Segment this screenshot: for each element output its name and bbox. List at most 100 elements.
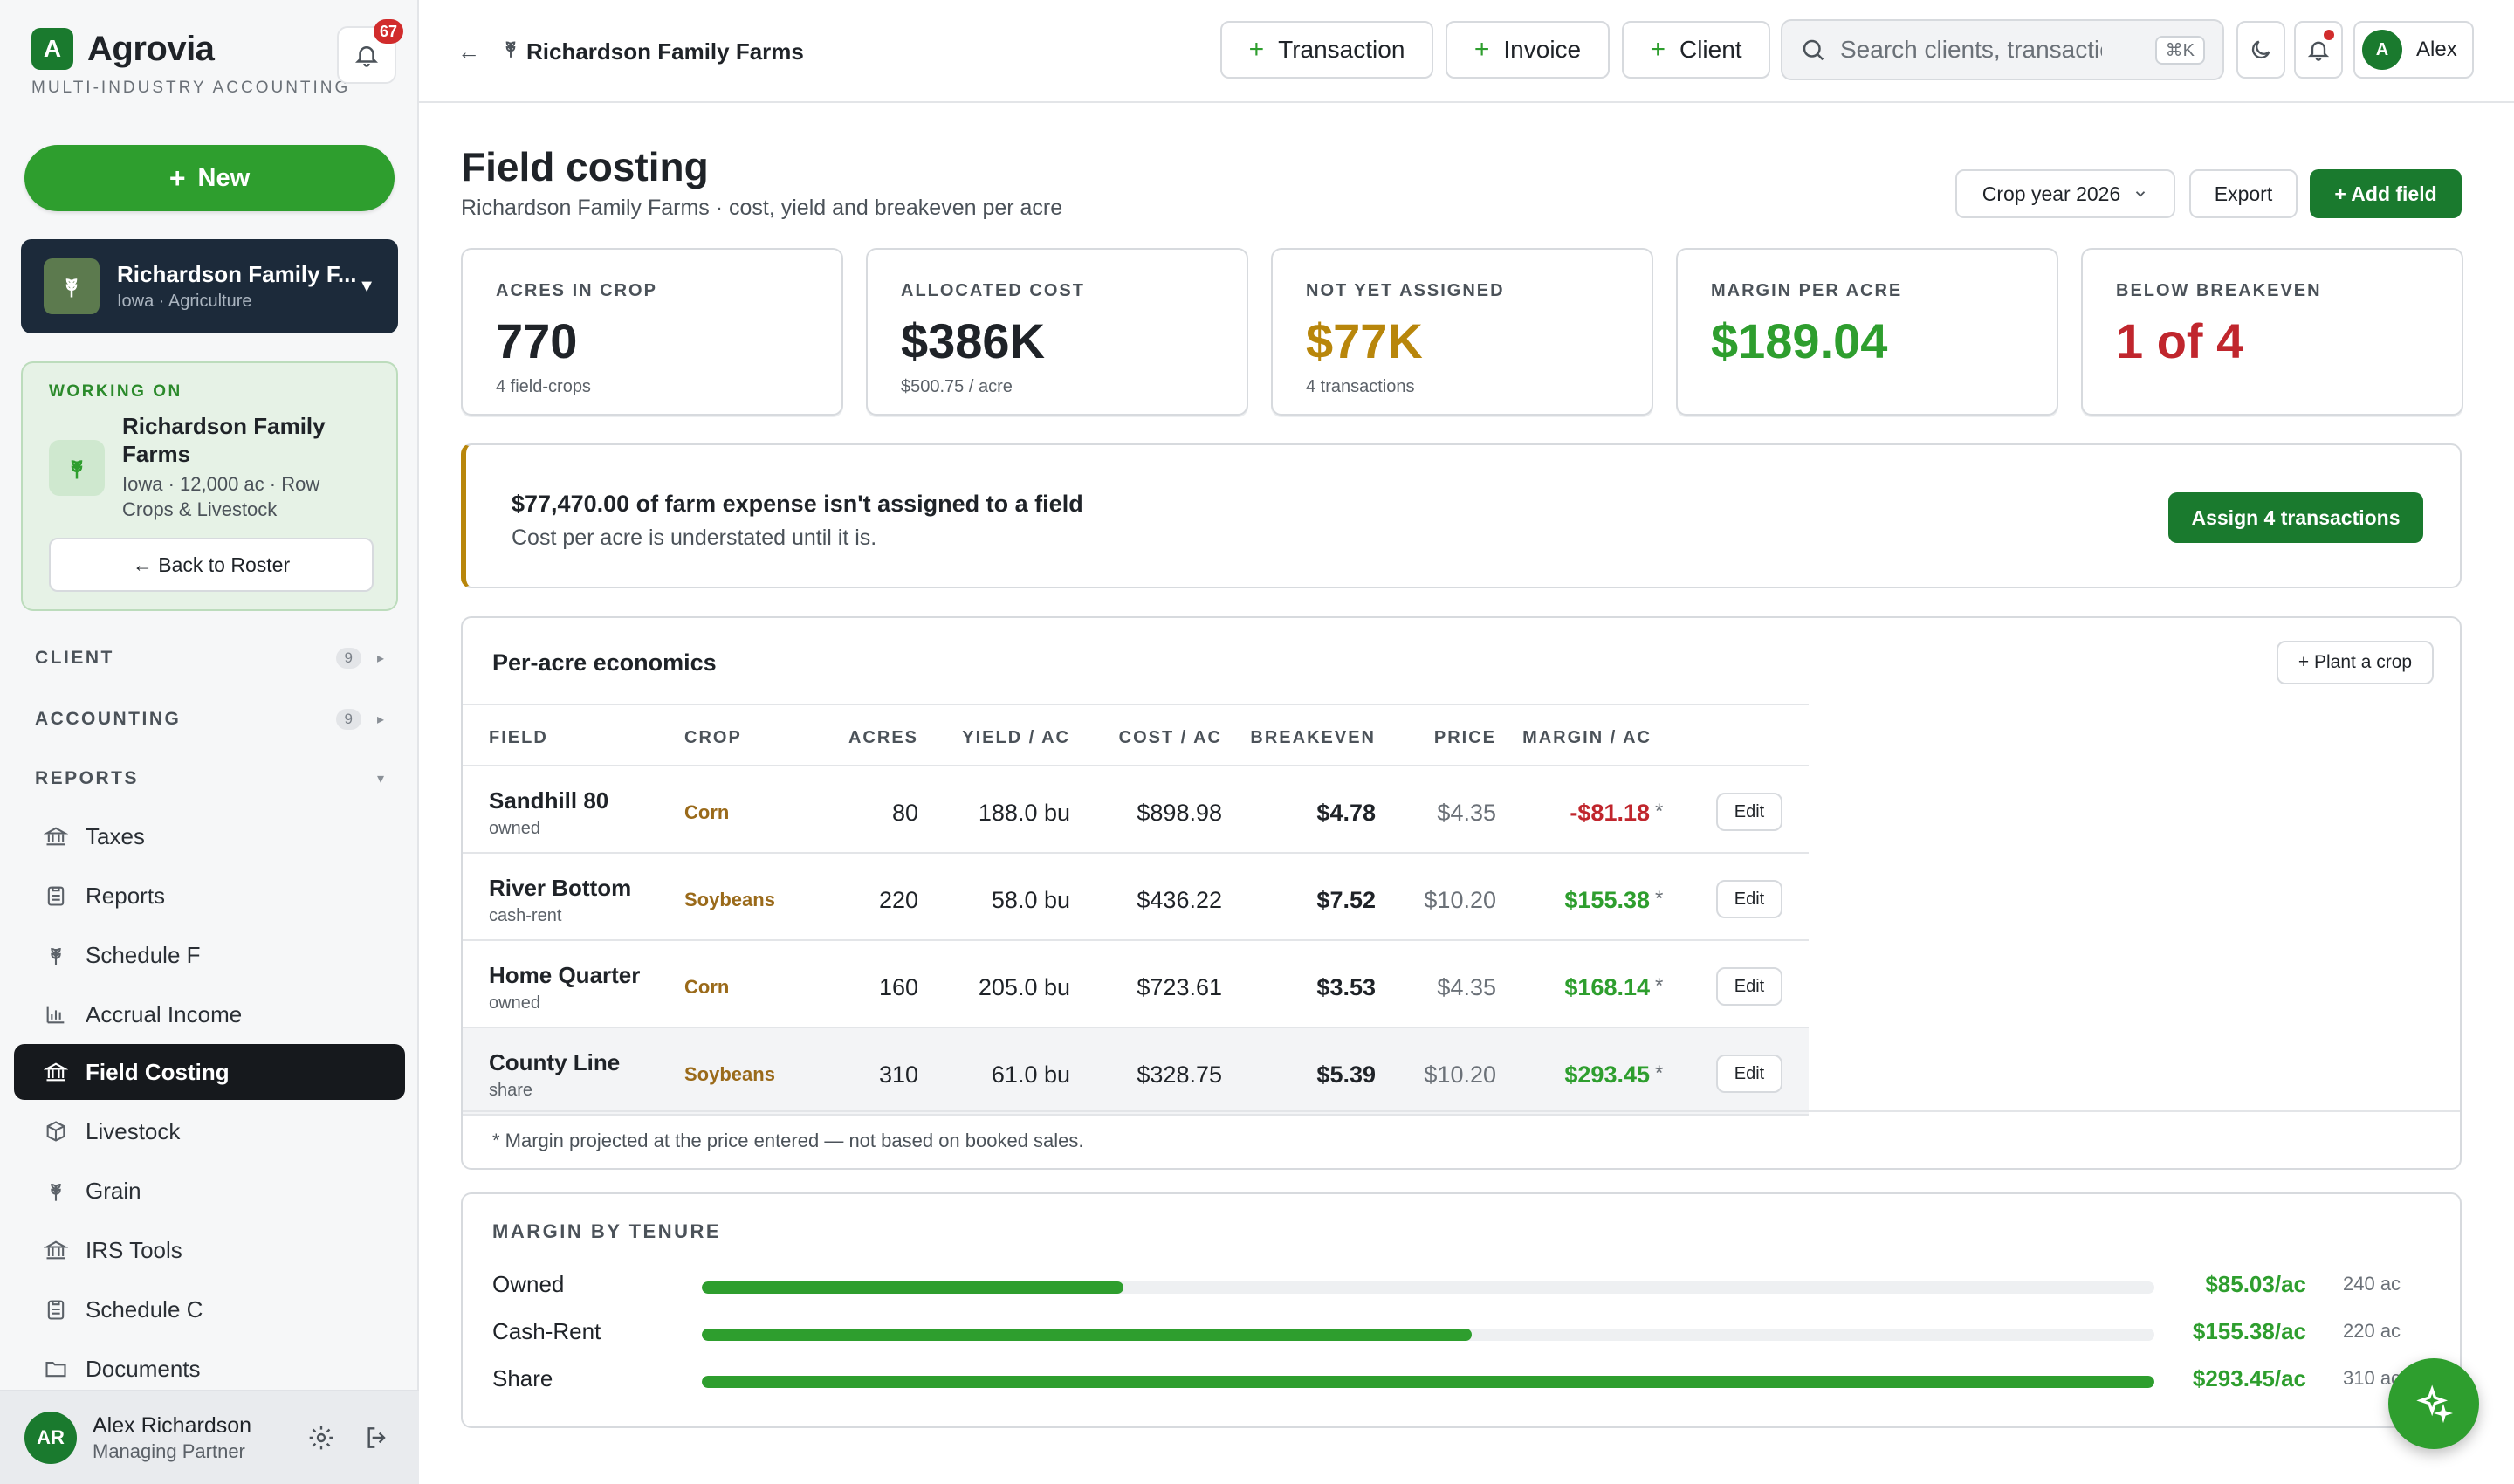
stat-label: BELOW BREAKEVEN (2116, 281, 2322, 300)
plant-crop-button[interactable]: + Plant a crop (2277, 641, 2434, 684)
unassigned-expense-alert: $77,470.00 of farm expense isn't assigne… (461, 443, 2462, 588)
breadcrumb[interactable]: Richardson Family Farms (526, 38, 804, 65)
alert-subtitle: Cost per acre is understated until it is… (512, 526, 877, 550)
avatar: A (2362, 30, 2402, 70)
avatar[interactable]: AR (24, 1412, 77, 1464)
projected-marker: * (1655, 800, 1664, 823)
margin-value: $155.38 (1564, 887, 1650, 913)
user-menu-button[interactable]: A Alex (2353, 21, 2474, 79)
edit-button[interactable]: Edit (1716, 967, 1782, 1006)
margin-by-tenure-panel: MARGIN BY TENURE Owned $85.03/ac 240 ac … (461, 1192, 2462, 1428)
sidebar-item-reports[interactable]: Reports (14, 868, 405, 924)
add-field-button[interactable]: + Add field (2310, 169, 2462, 218)
table-row[interactable]: Home Quarter owned Corn 160 205.0 bu $72… (463, 941, 1809, 1028)
tenure-acres: 310 ac (2343, 1367, 2401, 1389)
column-header-margin[interactable]: MARGIN / AC (1522, 728, 1652, 747)
cost-value: $328.75 (1137, 1061, 1222, 1088)
notification-count-badge: 67 (374, 19, 403, 44)
sidebar-item-livestock[interactable]: Livestock (14, 1103, 405, 1159)
client-switcher[interactable]: Richardson Family F... Iowa · Agricultur… (21, 239, 398, 333)
new-button[interactable]: + New (24, 145, 395, 211)
sidebar-item-documents[interactable]: Documents (14, 1341, 405, 1397)
column-header-cost[interactable]: COST / AC (1118, 728, 1222, 747)
sidebar-item-taxes[interactable]: Taxes (14, 808, 405, 864)
table-row[interactable]: Sandhill 80 owned Corn 80 188.0 bu $898.… (463, 766, 1809, 854)
export-button[interactable]: Export (2189, 169, 2298, 218)
brand-name: Agrovia (87, 29, 215, 68)
back-to-roster-button[interactable]: ← Back to Roster (49, 538, 374, 592)
bank-icon (42, 822, 70, 850)
tenure-bar-fill (702, 1329, 1472, 1341)
field-name: Sandhill 80 (489, 787, 609, 814)
bank-icon (42, 1058, 70, 1086)
logout-button[interactable] (360, 1420, 395, 1455)
search-shortcut-badge: ⌘K (2154, 35, 2205, 65)
stat-sub: 4 field-crops (496, 377, 591, 396)
add-invoice-button[interactable]: + Invoice (1446, 21, 1610, 79)
assign-transactions-button[interactable]: Assign 4 transactions (2168, 492, 2423, 543)
search-input[interactable] (1840, 36, 2102, 64)
stat-value: 1 of 4 (2116, 313, 2244, 368)
acres-value: 80 (891, 800, 918, 826)
wheat-icon (49, 440, 105, 496)
section-accounting[interactable]: ACCOUNTING 9 ▸ (35, 709, 384, 730)
sidebar-item-label: Accrual Income (86, 1000, 243, 1027)
column-header-price[interactable]: PRICE (1433, 728, 1496, 747)
client-switcher-name: Richardson Family F... (117, 261, 357, 287)
settings-button[interactable] (304, 1420, 339, 1455)
sidebar-item-irs-tools[interactable]: IRS Tools (14, 1222, 405, 1278)
section-reports[interactable]: REPORTS ▾ (35, 768, 384, 789)
crop-year-select[interactable]: Crop year 2026 (1955, 169, 2175, 218)
clipboard-icon (42, 882, 70, 910)
column-header-crop[interactable]: CROP (684, 728, 742, 747)
sidebar-item-schedule-c[interactable]: Schedule C (14, 1281, 405, 1337)
yield-value: 58.0 bu (991, 887, 1070, 913)
sidebar-item-accrual-income[interactable]: Accrual Income (14, 986, 405, 1042)
crop-name: Soybeans (684, 889, 775, 910)
crop-year-value: Crop year 2026 (1982, 182, 2121, 205)
column-header-yield[interactable]: YIELD / AC (962, 728, 1070, 747)
tenure-bar-track (702, 1281, 2154, 1294)
section-client[interactable]: CLIENT 9 ▸ (35, 648, 384, 669)
stat-card-margin-per-acre: MARGIN PER ACRE $189.04 (1676, 248, 2058, 416)
table-row[interactable]: River Bottom cash-rent Soybeans 220 58.0… (463, 854, 1809, 941)
tenure-margin-value: $293.45/ac (2192, 1365, 2306, 1391)
plus-icon: + (1248, 35, 1265, 64)
user-name: Alex Richardson (93, 1412, 252, 1438)
add-transaction-button[interactable]: + Transaction (1220, 21, 1433, 79)
column-header-breakeven[interactable]: BREAKEVEN (1250, 728, 1376, 747)
sidebar-item-schedule-f[interactable]: Schedule F (14, 927, 405, 983)
sidebar-item-field-costing[interactable]: Field Costing (14, 1044, 405, 1100)
search-bar[interactable]: ⌘K (1781, 19, 2224, 80)
back-arrow-icon[interactable]: ← (457, 38, 480, 65)
brand[interactable]: A Agrovia (31, 28, 215, 70)
bell-icon (2307, 41, 2330, 61)
sidebar-item-label: Schedule F (86, 941, 201, 968)
working-on-name: Richardson Family Farms (122, 413, 326, 467)
theme-toggle-button[interactable] (2236, 21, 2285, 79)
price-value: $10.20 (1424, 887, 1496, 913)
tenure-margin-value: $85.03/ac (2205, 1271, 2306, 1297)
stat-label: ACRES IN CROP (496, 281, 657, 300)
add-client-button[interactable]: + Client (1622, 21, 1770, 79)
per-acre-economics-panel: Per-acre economics + Plant a crop FIELD … (461, 616, 2462, 1170)
tenure-bar-track (702, 1376, 2154, 1388)
panel-title: Per-acre economics (492, 649, 717, 676)
table-row[interactable]: County Line share Soybeans 310 61.0 bu $… (463, 1028, 1809, 1116)
column-header-field[interactable]: FIELD (489, 728, 548, 747)
edit-button[interactable]: Edit (1716, 793, 1782, 831)
column-header-acres[interactable]: ACRES (848, 728, 918, 747)
edit-button[interactable]: Edit (1716, 880, 1782, 918)
plus-icon: + (1650, 35, 1666, 64)
sidebar-item-grain[interactable]: Grain (14, 1163, 405, 1219)
notifications-button[interactable] (2294, 21, 2343, 79)
tenure-label: Share (492, 1365, 553, 1391)
projected-marker: * (1655, 887, 1664, 910)
assistant-button[interactable] (2388, 1358, 2479, 1449)
tenure-acres: 220 ac (2343, 1320, 2401, 1342)
edit-button[interactable]: Edit (1716, 1055, 1782, 1093)
caret-down-icon: ▼ (358, 276, 375, 296)
logout-icon (367, 1427, 386, 1448)
wheat-icon (44, 258, 100, 314)
tenure-bar-track (702, 1329, 2154, 1341)
